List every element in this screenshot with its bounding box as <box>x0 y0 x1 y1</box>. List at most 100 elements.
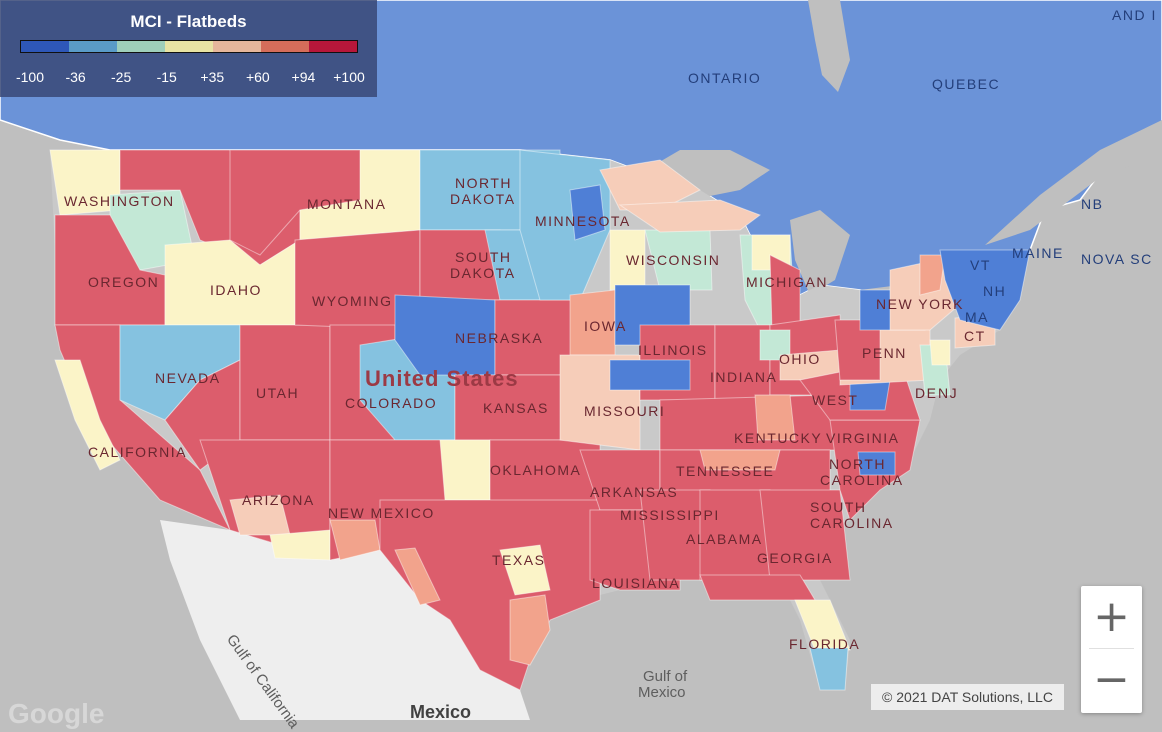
label-idaho: IDAHO <box>210 282 262 298</box>
region-texas-south[interactable] <box>509 594 551 666</box>
label-nh: NH <box>983 283 1007 299</box>
region-illinois-south[interactable] <box>609 359 691 391</box>
label-penn: PENN <box>862 345 907 361</box>
label-pei: AND I <box>1112 7 1157 23</box>
region-arizona-border[interactable] <box>269 529 331 561</box>
legend-swatch <box>21 41 69 52</box>
st-lawrence-water <box>985 120 1162 245</box>
label-nj: NJ <box>938 385 959 401</box>
label-ontario: ONTARIO <box>688 70 762 86</box>
region-new-york-north[interactable] <box>919 254 946 296</box>
label-ma: MA <box>965 309 989 325</box>
label-de: DE <box>915 385 938 401</box>
legend-swatch <box>165 41 213 52</box>
legend: MCI - Flatbeds -100 -36 -25 -15 +35 +60 +94 +10… <box>0 0 377 97</box>
label-montana: MONTANA <box>307 196 387 212</box>
label-south-dakota-2: DAKOTA <box>450 265 516 281</box>
region-texas-west[interactable] <box>394 547 441 606</box>
zoom-divider <box>1089 648 1134 649</box>
copyright-notice[interactable]: © 2021 DAT Solutions, LLC <box>871 684 1064 710</box>
label-florida: FLORIDA <box>789 636 861 652</box>
legend-tick-label: +94 <box>291 69 316 85</box>
label-north-dakota-1: NORTH <box>455 175 513 191</box>
label-north-dakota-2: DAKOTA <box>450 191 516 207</box>
legend-swatch <box>213 41 261 52</box>
region-north-carolina-west[interactable] <box>857 451 896 476</box>
legend-swatch <box>261 41 309 52</box>
legend-tick-label: +35 <box>200 69 225 85</box>
region-new-england[interactable] <box>939 249 1031 331</box>
region-florida-panhandle[interactable] <box>699 574 816 601</box>
region-tennessee-east[interactable] <box>699 449 781 471</box>
region-nj-north[interactable] <box>929 339 951 366</box>
label-mississippi: MISSISSIPPI <box>620 507 720 523</box>
legend-tick-label: -25 <box>111 69 132 85</box>
label-ohio: OHIO <box>779 351 821 367</box>
region-florida-south[interactable] <box>809 647 849 691</box>
lake-huron <box>790 210 850 295</box>
zoom-control: + − <box>1081 586 1142 713</box>
label-oklahoma: OKLAHOMA <box>490 462 582 478</box>
region-upper-peninsula[interactable] <box>618 199 762 233</box>
label-maine: MAINE <box>1012 245 1064 261</box>
label-missouri: MISSOURI <box>584 403 666 419</box>
label-nb: NB <box>1081 196 1104 212</box>
legend-tick-label: +60 <box>245 69 270 85</box>
label-colorado: COLORADO <box>345 395 438 411</box>
region-texas-central[interactable] <box>499 544 551 596</box>
mexico <box>160 520 530 720</box>
region-florida[interactable] <box>794 599 851 651</box>
legend-tick-label: -36 <box>65 69 86 85</box>
legend-tick-label: +100 <box>333 69 365 85</box>
label-wisconsin: WISCONSIN <box>626 252 721 268</box>
label-gulf-of-mexico-1: Gulf of <box>643 668 688 685</box>
label-wyoming: WYOMING <box>312 293 393 309</box>
label-vt: VT <box>970 257 991 273</box>
label-nevada: NEVADA <box>155 370 221 386</box>
label-nova-scotia: NOVA SC <box>1081 251 1153 267</box>
region-california-coast[interactable] <box>54 359 121 471</box>
label-michigan: MICHIGAN <box>746 274 828 290</box>
label-ct: CT <box>964 328 986 344</box>
label-texas: TEXAS <box>492 552 546 568</box>
label-minnesota: MINNESOTA <box>535 213 631 229</box>
label-west-virginia: WEST <box>812 392 859 408</box>
label-iowa: IOWA <box>584 318 627 334</box>
region-oklahoma-panhandle[interactable] <box>439 439 491 501</box>
label-georgia: GEORGIA <box>757 550 833 566</box>
label-gulf-of-mexico-2: Mexico <box>638 684 686 701</box>
label-south-carolina-2: CAROLINA <box>810 515 894 531</box>
label-indiana: INDIANA <box>710 369 778 385</box>
zoom-in-button[interactable]: + <box>1093 591 1130 642</box>
label-kansas: KANSAS <box>483 400 549 416</box>
region-utah[interactable] <box>239 324 331 441</box>
label-illinois: ILLINOIS <box>638 342 708 358</box>
label-arkansas: ARKANSAS <box>590 484 679 500</box>
region-kentucky-central[interactable] <box>754 394 796 441</box>
label-louisiana: LOUISIANA <box>592 575 681 591</box>
region-minnesota-ne[interactable] <box>569 184 606 241</box>
region-georgia[interactable] <box>759 489 851 581</box>
label-quebec: QUEBEC <box>932 76 1001 92</box>
google-logo: Google <box>8 698 105 729</box>
label-south-dakota-1: SOUTH <box>455 249 512 265</box>
legend-swatch <box>69 41 117 52</box>
label-mexico: Mexico <box>410 702 472 722</box>
legend-tick-label: -15 <box>156 69 177 85</box>
label-arizona: ARIZONA <box>242 492 315 508</box>
legend-swatch <box>117 41 165 52</box>
label-united-states: United States <box>365 366 519 391</box>
hudson-bay-water <box>808 0 850 92</box>
label-north-carolina-1: NORTH <box>829 456 887 472</box>
label-new-york: NEW YORK <box>876 296 964 312</box>
region-wisconsin-nw[interactable] <box>599 159 701 211</box>
zoom-out-button[interactable]: − <box>1093 654 1130 705</box>
label-kentucky: KENTUCKY <box>734 430 823 446</box>
label-washington: WASHINGTON <box>64 193 175 209</box>
region-montana[interactable] <box>229 149 361 256</box>
legend-ticks: -100 -36 -25 -15 +35 +60 +94 +100 <box>0 69 377 87</box>
label-oregon: OREGON <box>88 274 160 290</box>
legend-title: MCI - Flatbeds <box>130 12 247 31</box>
label-south-carolina-1: SOUTH <box>810 499 867 515</box>
